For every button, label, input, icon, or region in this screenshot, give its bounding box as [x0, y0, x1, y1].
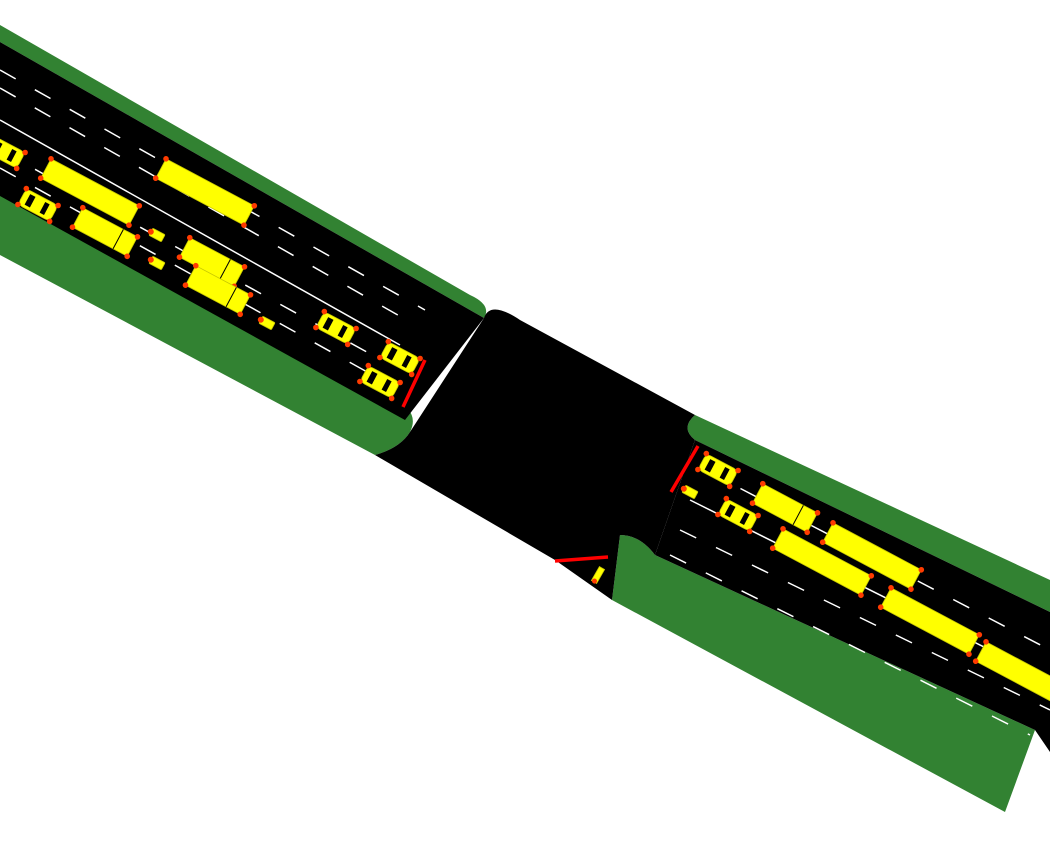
lane-line-east-3: [679, 529, 1050, 711]
car-w-4: [377, 338, 423, 378]
bus-e-2: [769, 526, 875, 598]
grass-verges: [0, 25, 1050, 812]
moto-e-1: [680, 485, 699, 499]
bus-w-2: [152, 156, 258, 228]
car-e-2: [715, 495, 761, 535]
truck-w-3: [182, 262, 254, 318]
moto-w-1: [147, 228, 166, 242]
grass-northeast: [687, 415, 1050, 612]
lane-line-west-3: [0, 119, 401, 346]
lane-line-west-5: [0, 167, 379, 379]
car-w-5: [357, 362, 403, 402]
car-w-3: [313, 308, 359, 348]
stop-line-east: [669, 445, 700, 493]
grass-southwest: [0, 190, 413, 455]
stop-lines: [401, 359, 700, 563]
car-e-1: [695, 450, 741, 490]
lane-line-east-1: [704, 469, 1050, 651]
car-w-2: [15, 185, 61, 225]
bus-e-4: [972, 639, 1050, 709]
road-west: [0, 42, 484, 420]
truck-w-1: [69, 204, 141, 260]
truck-e-1: [749, 480, 821, 536]
stop-line-west: [401, 359, 427, 408]
cyclist-south: [590, 566, 606, 584]
bus-w-1: [37, 156, 143, 228]
lane-line-east-4: [669, 554, 1031, 736]
junction: [375, 309, 695, 600]
moto-w-3: [257, 316, 276, 330]
moto-w-2: [147, 256, 166, 270]
stop-line-south: [554, 555, 609, 563]
vehicles-east: [680, 450, 1050, 709]
grass-northwest: [0, 25, 487, 318]
grass-southeast: [612, 535, 1035, 812]
bus-e-1: [819, 520, 925, 592]
bus-e-3: [877, 585, 983, 657]
vehicles-west: [0, 136, 423, 402]
road-surface: [0, 42, 1050, 752]
car-w-1: [0, 136, 28, 172]
